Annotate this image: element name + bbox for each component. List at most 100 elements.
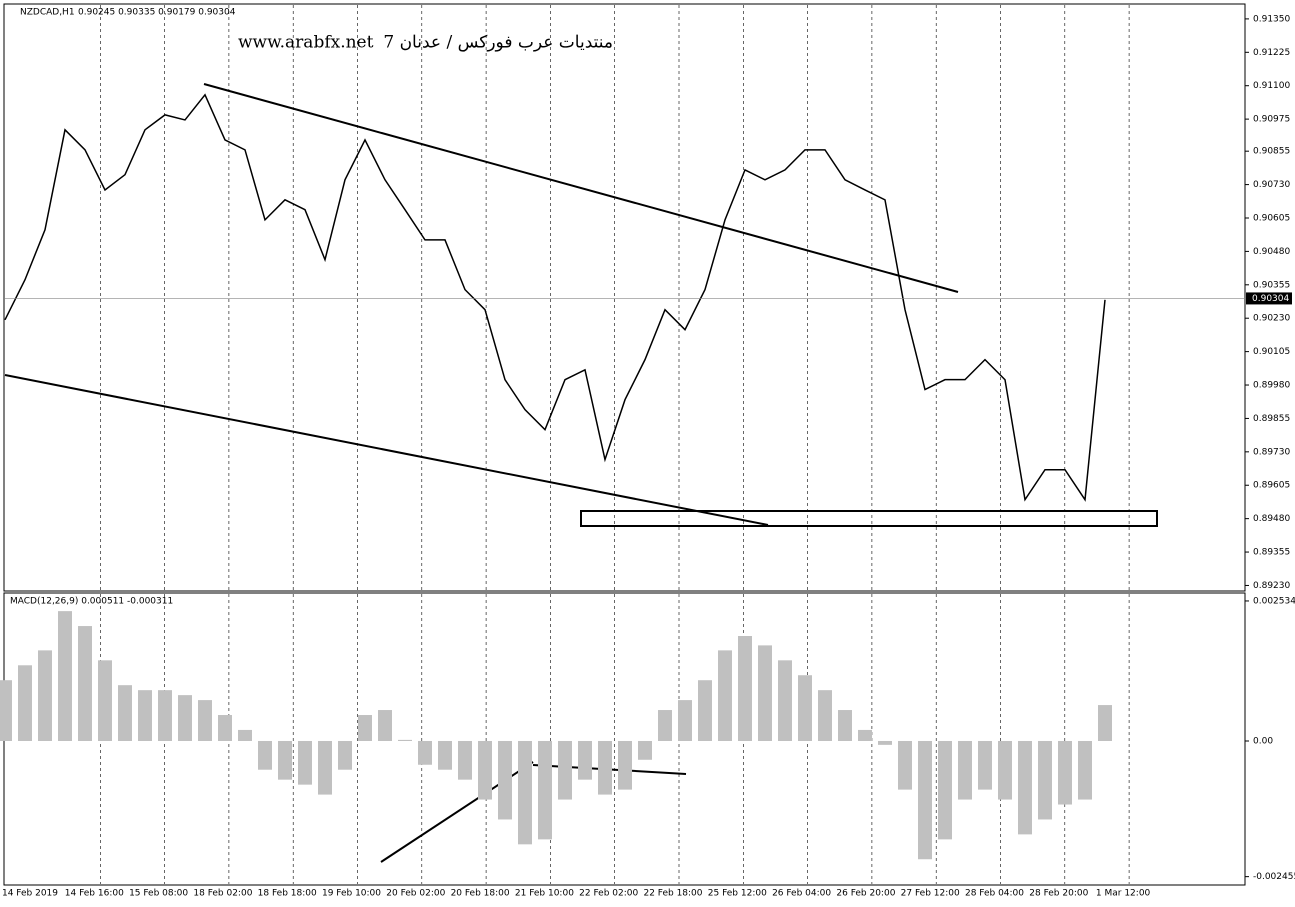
time-label: 26 Feb 20:00 [836, 889, 895, 899]
macd-bar [618, 740, 632, 790]
macd-bar [1078, 740, 1092, 800]
macd-bar [638, 740, 652, 760]
y-tick-label: 0.90355 [1253, 280, 1290, 290]
macd-bar [238, 729, 252, 741]
macd-title: MACD(12,26,9) 0.000511 -0.000311 [10, 597, 173, 607]
macd-bar [878, 740, 892, 745]
time-label: 22 Feb 18:00 [643, 889, 702, 899]
macd-bar [578, 740, 592, 780]
macd-bar [918, 740, 932, 860]
macd-bar [1018, 740, 1032, 835]
macd-bar [998, 740, 1012, 800]
y-tick-label: 0.91225 [1253, 48, 1290, 58]
time-label: 27 Feb 12:00 [901, 889, 960, 899]
price-line [4, 93, 1106, 502]
macd-bar [898, 740, 912, 790]
macd-bar [18, 665, 32, 741]
macd-bar [138, 690, 152, 741]
y-tick-label: 0.89480 [1253, 514, 1290, 524]
macd-bar [798, 675, 812, 741]
macd-bar [478, 740, 492, 800]
y-tick-label: 0.90230 [1253, 314, 1290, 324]
macd-bar [498, 740, 512, 820]
time-label: 20 Feb 18:00 [451, 889, 510, 899]
y-tick-label: 0.89980 [1253, 381, 1290, 391]
macd-bar [818, 690, 832, 741]
macd-bar [198, 700, 212, 741]
y-tick-label: 0.89230 [1253, 581, 1290, 591]
macd-bar [278, 740, 292, 780]
time-label: 28 Feb 04:00 [965, 889, 1024, 899]
time-label: 14 Feb 16:00 [65, 889, 124, 899]
time-label: 26 Feb 04:00 [772, 889, 831, 899]
y-tick-label: 0.002534 [1253, 596, 1295, 606]
macd-bar [658, 710, 672, 741]
macd-bar [158, 690, 172, 741]
macd-bar [118, 685, 132, 741]
y-tick-label: 0.91350 [1253, 14, 1290, 24]
macd-bar [338, 740, 352, 770]
macd-bar [718, 650, 732, 741]
macd-bar [418, 740, 432, 765]
macd-bar [0, 680, 12, 741]
y-tick-label: 0.89605 [1253, 481, 1290, 491]
macd-bar [698, 680, 712, 741]
time-label: 22 Feb 02:00 [579, 889, 638, 899]
y-tick-label: -0.002455 [1253, 872, 1295, 882]
time-label: 14 Feb 2019 [2, 889, 58, 899]
y-tick-label: 0.90480 [1253, 247, 1290, 257]
time-label: 15 Feb 08:00 [129, 889, 188, 899]
y-tick-label: 0.90105 [1253, 347, 1290, 357]
macd-bar [838, 710, 852, 741]
macd-bar [318, 740, 332, 795]
macd-bar [98, 660, 112, 741]
macd-bar [978, 740, 992, 790]
macd-bar [378, 710, 392, 741]
watermark-site: www.arabfx.net [238, 33, 374, 53]
watermark-arabic: منتديات عرب فوركس / عدنان 7 [383, 33, 613, 53]
macd-bar [38, 650, 52, 741]
macd-bar [178, 695, 192, 741]
y-tick-label: 0.91100 [1253, 81, 1290, 91]
macd-bar [1038, 740, 1052, 820]
macd-bar [218, 715, 232, 741]
macd-bar [1058, 740, 1072, 805]
ohlc: 0.90245 0.90335 0.90179 0.90304 [78, 8, 236, 18]
macd-bar [258, 740, 272, 770]
macd-bar [518, 740, 532, 845]
y-tick-label: 0.90730 [1253, 180, 1290, 190]
y-tick-label: 0.90605 [1253, 213, 1290, 223]
time-label: 18 Feb 18:00 [258, 889, 317, 899]
time-label: 20 Feb 02:00 [386, 889, 445, 899]
time-label: 1 Mar 12:00 [1096, 889, 1151, 899]
macd-bar [358, 715, 372, 741]
y-tick-label: 0.89730 [1253, 447, 1290, 457]
macd-bar [58, 611, 72, 741]
macd-bar [438, 740, 452, 770]
macd-bar [558, 740, 572, 800]
symbol: NZDCAD,H1 [20, 8, 75, 18]
main-frame [3, 3, 1246, 592]
macd-bar [678, 700, 692, 741]
last-price-label: 0.90304 [1252, 294, 1289, 304]
y-tick-label: 0.00 [1253, 736, 1273, 746]
time-label: 25 Feb 12:00 [708, 889, 767, 899]
time-label: 18 Feb 02:00 [193, 889, 252, 899]
y-tick-label: 0.89355 [1253, 548, 1290, 558]
macd-bar [938, 740, 952, 840]
macd-bar [458, 740, 472, 780]
macd-bar [758, 645, 772, 741]
y-tick-label: 0.89855 [1253, 414, 1290, 424]
macd-bar [958, 740, 972, 800]
macd-bar [598, 740, 612, 795]
macd-bar [1098, 705, 1112, 741]
time-label: 21 Feb 10:00 [515, 889, 574, 899]
macd-bar [398, 739, 412, 741]
macd-bar [78, 626, 92, 741]
macd-bar [778, 660, 792, 741]
macd-bar [738, 635, 752, 741]
macd-bar [858, 729, 872, 741]
macd-bar [538, 740, 552, 840]
time-label: 19 Feb 10:00 [322, 889, 381, 899]
